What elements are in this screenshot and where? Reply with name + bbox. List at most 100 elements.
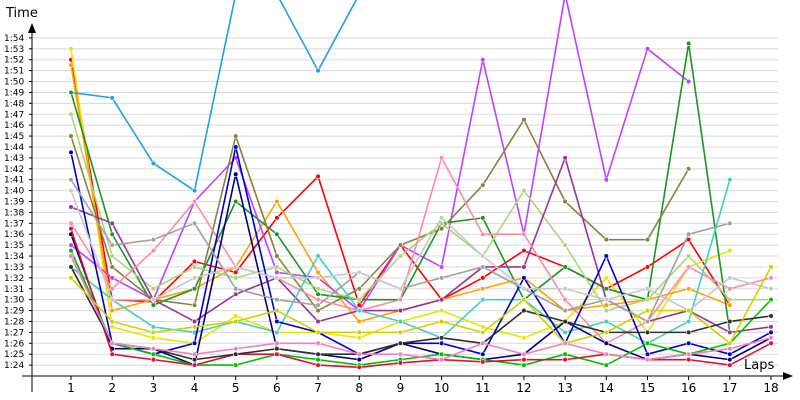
data-point	[521, 117, 527, 123]
x-tick-label: 14	[599, 381, 614, 395]
data-point	[397, 340, 404, 346]
data-point	[686, 166, 692, 172]
data-point	[233, 171, 239, 177]
data-point	[603, 302, 609, 308]
data-point	[397, 286, 404, 292]
data-point	[274, 329, 280, 335]
data-point	[68, 226, 74, 232]
data-point	[274, 318, 280, 325]
data-point	[397, 253, 404, 259]
data-point	[315, 318, 321, 325]
x-tick-label: 6	[273, 381, 281, 395]
data-point	[686, 264, 692, 270]
data-point	[768, 324, 774, 330]
data-point	[727, 351, 733, 357]
data-point	[191, 357, 198, 363]
data-point	[356, 297, 362, 303]
data-point	[68, 111, 74, 117]
data-point	[603, 275, 609, 281]
data-point	[438, 226, 445, 232]
data-point	[68, 46, 74, 52]
data-point	[727, 340, 733, 346]
y-axis-arrow	[28, 23, 36, 33]
data-point	[233, 351, 239, 357]
data-point	[768, 275, 774, 281]
series-10	[68, 155, 774, 346]
data-point	[233, 144, 239, 150]
y-tick-label: 1:32	[4, 274, 24, 284]
data-point	[521, 307, 527, 314]
data-point	[356, 357, 362, 363]
y-tick-label: 1:38	[4, 208, 24, 218]
data-point	[150, 351, 156, 357]
data-point	[521, 247, 527, 254]
data-point	[274, 198, 280, 205]
data-point	[603, 318, 609, 325]
x-tick-label: 12	[516, 381, 531, 395]
data-point	[315, 307, 321, 314]
series-lines	[68, 0, 774, 370]
data-point	[521, 187, 527, 194]
data-point	[562, 318, 568, 325]
data-point	[397, 351, 404, 357]
axes	[22, 23, 793, 392]
data-point	[562, 351, 568, 357]
x-tick-label: 11	[475, 381, 490, 395]
data-point	[397, 318, 404, 325]
data-point	[356, 318, 362, 325]
data-point	[315, 351, 321, 357]
x-tick-label: 10	[434, 381, 449, 395]
data-point	[686, 357, 692, 363]
data-point	[603, 340, 609, 346]
data-point	[109, 264, 115, 270]
data-point	[397, 307, 404, 314]
data-point	[644, 329, 651, 335]
y-tick-label: 1:53	[4, 45, 24, 55]
data-point	[727, 302, 733, 308]
data-point	[315, 291, 321, 297]
data-point	[68, 264, 74, 270]
data-point	[603, 253, 609, 259]
y-tick-label: 1:51	[4, 67, 24, 77]
x-axis-arrow	[783, 372, 793, 380]
data-point	[480, 275, 486, 281]
data-point	[109, 297, 115, 303]
data-point	[68, 242, 74, 248]
x-tick-label: 16	[681, 381, 696, 395]
data-point	[68, 177, 74, 183]
data-point	[274, 346, 280, 352]
data-point	[109, 307, 115, 314]
data-point	[480, 329, 486, 335]
data-point	[562, 198, 568, 205]
y-tick-label: 1:40	[4, 187, 24, 197]
data-point	[603, 329, 609, 335]
x-tick-label: 2	[108, 381, 116, 395]
y-tick-label: 1:26	[4, 339, 24, 349]
series-18	[68, 187, 774, 314]
data-point	[191, 286, 198, 292]
y-tick-label: 1:28	[4, 317, 24, 327]
data-point	[562, 297, 568, 303]
data-point	[768, 313, 774, 319]
data-point	[233, 286, 239, 292]
data-point	[521, 357, 527, 363]
data-point	[274, 351, 280, 357]
data-point	[150, 335, 156, 341]
series-4	[68, 0, 358, 194]
y-tick-label: 1:50	[4, 78, 24, 88]
x-tick-label: 4	[191, 381, 199, 395]
data-point	[150, 346, 156, 352]
data-point	[233, 275, 239, 281]
data-point	[686, 340, 692, 346]
data-point	[274, 307, 280, 314]
data-point	[438, 215, 445, 221]
series-line	[70, 266, 772, 361]
data-point	[356, 329, 362, 335]
y-tick-label: 1:44	[4, 143, 24, 153]
data-point	[150, 237, 156, 243]
series-line	[70, 0, 358, 192]
data-point	[315, 275, 321, 281]
data-point	[768, 264, 774, 270]
x-tick-labels: 1 2 3 4 5 6 7 8 9 10 11 12 13 14 15 16 17 18	[67, 376, 779, 395]
x-tick-label: 17	[722, 381, 737, 395]
